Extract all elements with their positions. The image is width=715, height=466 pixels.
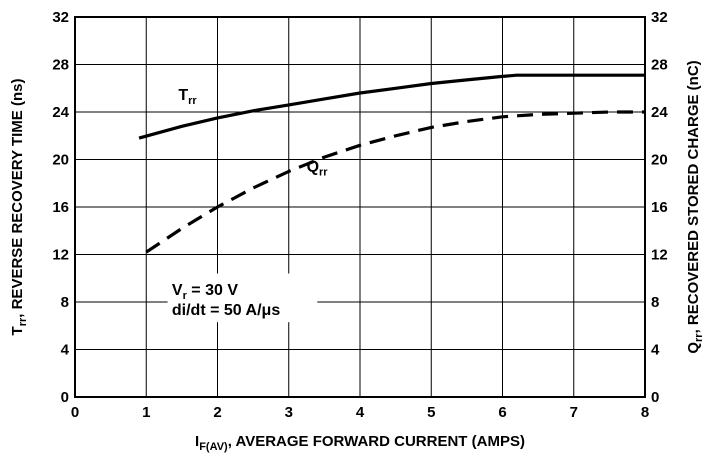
y-tick-label-right: 24 <box>651 104 668 121</box>
y-ticks-left: 0 4 8 12 16 20 24 28 32 <box>52 9 69 406</box>
series-line-qrr <box>145 110 645 254</box>
y-tick-label-right: 20 <box>651 152 668 169</box>
y-tick-label-right: 4 <box>651 342 660 359</box>
y-tick-label-left: 8 <box>61 294 69 311</box>
y-tick-label-left: 20 <box>52 152 69 169</box>
y-tick-label-right: 12 <box>651 247 668 264</box>
y-tick-label-left: 4 <box>61 342 70 359</box>
y-ticks-right: 0 4 8 12 16 20 24 28 32 <box>651 9 668 406</box>
plot-frame <box>74 16 646 398</box>
y-tick-label-right: 32 <box>651 9 668 26</box>
y-tick-label-right: 28 <box>651 57 668 74</box>
x-tick-label: 4 <box>356 404 365 421</box>
x-tick-label: 5 <box>427 404 435 421</box>
x-tick-label: 8 <box>641 404 649 421</box>
series-label-trr: Trr <box>178 87 197 107</box>
annotation-box <box>167 273 318 323</box>
y-tick-label-right: 16 <box>651 199 668 216</box>
x-ticks: 0 1 2 3 4 5 6 7 8 <box>71 404 649 421</box>
series-group: Trr Qrr <box>138 73 645 254</box>
annotation-vr: Vr = 30 V <box>172 282 238 302</box>
y-axis-label-left: Trr, REVERSE RECOVERY TIME (ns) <box>9 79 29 336</box>
y-tick-label-left: 28 <box>52 57 69 74</box>
y-tick-label-left: 12 <box>52 247 69 264</box>
y-axis-label-right: Qrr, RECOVERED STORED CHARGE (nC) <box>685 60 705 353</box>
y-tick-label-left: 32 <box>52 9 69 26</box>
annotations: Vr = 30 Vdi/dt = 50 A/μs <box>167 273 318 323</box>
x-tick-label: 2 <box>213 404 221 421</box>
y-tick-label-left: 16 <box>52 199 69 216</box>
y-tick-label-right: 0 <box>651 389 659 406</box>
x-tick-label: 1 <box>142 404 150 421</box>
x-tick-label: 7 <box>570 404 578 421</box>
y-tick-label-left: 24 <box>52 104 69 121</box>
x-tick-label: 3 <box>285 404 293 421</box>
y-tick-label-left: 0 <box>61 389 69 406</box>
x-axis-label: IF(AV), AVERAGE FORWARD CURRENT (AMPS) <box>195 433 525 453</box>
axis-labels: IF(AV), AVERAGE FORWARD CURRENT (AMPS) Tr… <box>9 60 705 453</box>
x-tick-label: 6 <box>498 404 506 421</box>
series-label-qrr: Qrr <box>307 158 329 178</box>
x-tick-label: 0 <box>71 404 79 421</box>
series-line-trr <box>138 73 645 140</box>
annotation-didt: di/dt = 50 A/μs <box>172 302 280 319</box>
y-tick-label-right: 8 <box>651 294 659 311</box>
